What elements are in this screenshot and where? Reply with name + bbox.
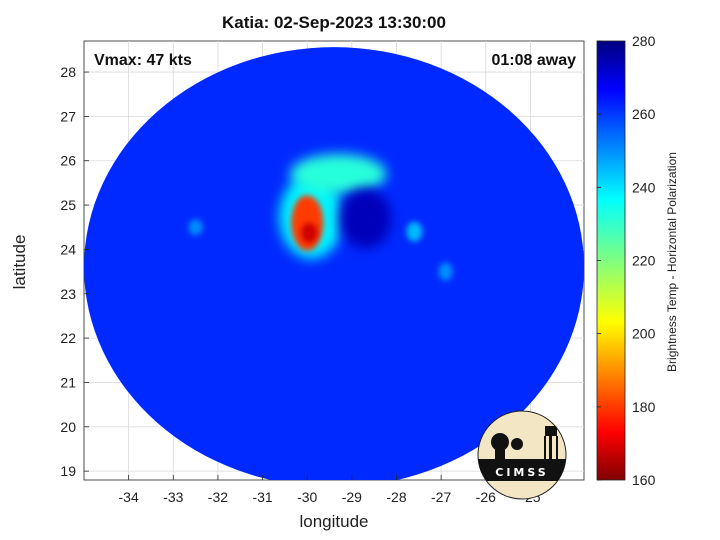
small-cloud-east-feature xyxy=(406,221,423,242)
colorbar-tick-label: 260 xyxy=(632,106,656,122)
colorbar-ticks: 160 180 200 220 240 260 280 xyxy=(597,33,656,488)
swath xyxy=(84,47,584,480)
x-axis-label: longitude xyxy=(299,512,369,531)
y-tick-label: 27 xyxy=(60,108,76,124)
colorbar xyxy=(596,40,626,481)
colorbar-tick-label: 180 xyxy=(632,399,656,415)
y-ticks: 19 20 21 22 23 24 25 26 27 28 xyxy=(60,64,89,479)
features xyxy=(188,154,453,281)
small-cloud-southeast-feature xyxy=(438,262,453,281)
y-tick-label: 19 xyxy=(60,463,76,479)
x-tick-label: -30 xyxy=(297,489,317,505)
chart-title: Katia: 02-Sep-2023 13:30:00 xyxy=(222,13,446,32)
logo-text: CIMSS xyxy=(495,466,548,479)
x-tick-label: -27 xyxy=(431,489,451,505)
x-tick-label: -26 xyxy=(476,489,496,505)
colorbar-label: Brightness Temp - Horizontal Polarizatio… xyxy=(665,152,679,372)
y-tick-label: 28 xyxy=(60,64,76,80)
time-away-label: 01:08 away xyxy=(491,52,576,69)
warm-eye-feature xyxy=(339,188,392,249)
x-tick-label: -33 xyxy=(163,489,183,505)
x-tick-label: -29 xyxy=(342,489,362,505)
small-cloud-west-feature xyxy=(188,219,203,236)
y-tick-label: 20 xyxy=(60,419,76,435)
colorbar-tick-label: 280 xyxy=(632,33,656,49)
y-axis-label: latitude xyxy=(10,234,29,290)
x-tick-label: -28 xyxy=(386,489,406,505)
colorbar-tick-label: 200 xyxy=(632,326,656,342)
colorbar-tick-label: 160 xyxy=(632,472,656,488)
cold-core-center xyxy=(301,222,318,243)
y-tick-label: 25 xyxy=(60,197,76,213)
cimss-logo: CIMSS xyxy=(477,410,567,500)
y-tick-label: 22 xyxy=(60,330,76,346)
vmax-label: Vmax: 47 kts xyxy=(94,52,192,69)
cold-band-north-arc-feature xyxy=(290,154,387,195)
y-tick-label: 21 xyxy=(60,374,76,390)
x-tick-label: -34 xyxy=(119,489,139,505)
colorbar-tick-label: 240 xyxy=(632,179,656,195)
y-tick-label: 26 xyxy=(60,153,76,169)
y-tick-label: 23 xyxy=(60,286,76,302)
y-tick-label: 24 xyxy=(60,241,76,257)
x-tick-label: -32 xyxy=(208,489,228,505)
colorbar-tick-label: 220 xyxy=(632,253,656,269)
x-tick-label: -31 xyxy=(252,489,272,505)
